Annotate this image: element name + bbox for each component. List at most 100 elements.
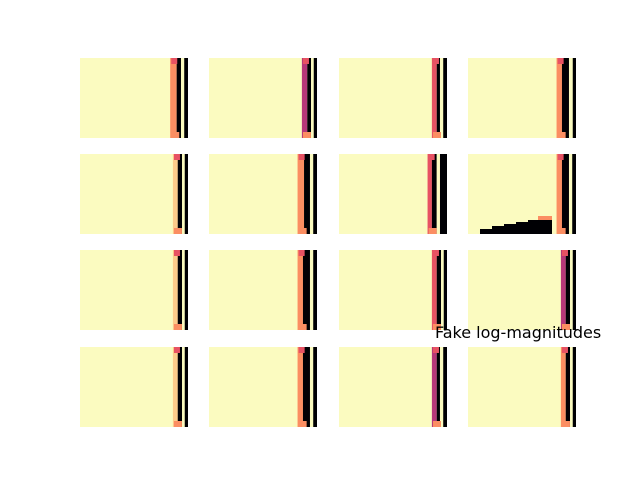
heatmap-band xyxy=(313,347,317,427)
heatmap-band xyxy=(565,250,571,330)
heatmap-panel-2-3 xyxy=(339,154,447,234)
heatmap-dome xyxy=(480,229,492,234)
heatmap-panel-1-2 xyxy=(209,58,317,138)
heatmap-band xyxy=(176,58,181,138)
heatmap-background xyxy=(339,250,447,330)
heatmap-band xyxy=(443,250,447,330)
figure-annotation: Fake log-magnitudes xyxy=(435,323,602,342)
heatmap-band xyxy=(297,347,303,427)
heatmap-background xyxy=(80,154,188,234)
heatmap-accent xyxy=(561,250,568,256)
heatmap-accent xyxy=(432,347,439,353)
heatmap-accent xyxy=(557,132,566,138)
heatmap-band xyxy=(561,154,569,234)
heatmap-panel-1-4 xyxy=(468,58,576,138)
heatmap-band xyxy=(313,154,317,234)
heatmap-band xyxy=(570,250,573,330)
heatmap-band xyxy=(170,58,177,138)
heatmap-band xyxy=(309,347,314,427)
heatmap-background xyxy=(339,347,447,427)
heatmap-band xyxy=(436,58,440,138)
heatmap-dome-accent xyxy=(538,216,552,220)
heatmap-band xyxy=(180,58,185,138)
heatmap-band xyxy=(431,347,437,427)
heatmap-panel-2-1 xyxy=(80,154,188,234)
heatmap-band xyxy=(297,250,303,330)
heatmap-accent xyxy=(298,421,307,427)
heatmap-background xyxy=(80,58,188,138)
heatmap-band xyxy=(311,58,314,138)
heatmap-accent xyxy=(432,421,441,427)
heatmap-accent xyxy=(171,132,180,138)
heatmap-band xyxy=(431,154,437,234)
heatmap-band xyxy=(182,154,185,234)
heatmap-band xyxy=(443,58,447,138)
heatmap-accent xyxy=(173,154,180,160)
heatmap-accent xyxy=(298,154,305,160)
heatmap-dome xyxy=(540,218,552,234)
heatmap-background xyxy=(80,347,188,427)
heatmap-band xyxy=(177,250,183,330)
heatmap-panel-4-4 xyxy=(468,347,576,427)
heatmap-band xyxy=(431,58,437,138)
heatmap-band xyxy=(301,58,308,138)
heatmap-panel-1-1 xyxy=(80,58,188,138)
heatmap-accent xyxy=(173,250,180,256)
heatmap-band xyxy=(172,347,178,427)
heatmap-band xyxy=(431,250,437,330)
heatmap-accent xyxy=(432,324,441,330)
heatmap-band xyxy=(570,347,573,427)
heatmap-band xyxy=(182,250,185,330)
heatmap-dome xyxy=(492,226,504,234)
heatmap-accent xyxy=(557,154,564,160)
heatmap-band xyxy=(439,154,447,234)
heatmap-band xyxy=(184,347,188,427)
heatmap-background xyxy=(209,58,317,138)
heatmap-band xyxy=(313,58,317,138)
heatmap-accent xyxy=(298,347,305,353)
heatmap-panel-4-3 xyxy=(339,347,447,427)
heatmap-band xyxy=(436,250,442,330)
heatmap-panel-1-3 xyxy=(339,58,447,138)
heatmap-dome xyxy=(516,222,528,234)
heatmap-band xyxy=(568,154,573,234)
heatmap-band xyxy=(182,347,185,427)
heatmap-band xyxy=(572,58,576,138)
heatmap-panel-4-1 xyxy=(80,347,188,427)
heatmap-band xyxy=(572,250,576,330)
heatmap-accent xyxy=(298,250,305,256)
heatmap-band xyxy=(184,250,188,330)
heatmap-band xyxy=(297,154,305,234)
heatmap-band xyxy=(439,347,444,427)
heatmap-background xyxy=(468,250,576,330)
heatmap-band xyxy=(572,347,576,427)
heatmap-panel-2-4 xyxy=(468,154,576,234)
heatmap-background xyxy=(80,250,188,330)
heatmap-band xyxy=(177,347,183,427)
heatmap-band xyxy=(172,250,178,330)
heatmap-band xyxy=(309,154,314,234)
heatmap-accent xyxy=(173,421,182,427)
heatmap-band xyxy=(427,154,432,234)
heatmap-band xyxy=(304,154,310,234)
heatmap-band xyxy=(172,154,178,234)
heatmap-accent xyxy=(428,228,437,234)
heatmap-accent xyxy=(171,58,178,64)
heatmap-accent xyxy=(432,132,441,138)
heatmap-band xyxy=(307,58,312,138)
heatmap-band xyxy=(302,347,310,427)
heatmap-band xyxy=(309,250,314,330)
heatmap-dome xyxy=(528,220,540,234)
heatmap-panel-3-3 xyxy=(339,250,447,330)
heatmap-accent xyxy=(298,228,307,234)
heatmap-panel-3-4 xyxy=(468,250,576,330)
heatmap-band xyxy=(439,58,444,138)
heatmap-accent xyxy=(557,58,564,64)
heatmap-band xyxy=(556,154,562,234)
heatmap-accent xyxy=(173,324,182,330)
heatmap-accent xyxy=(557,228,566,234)
heatmap-band xyxy=(443,347,447,427)
heatmap-band xyxy=(565,347,571,427)
heatmap-background xyxy=(339,58,447,138)
